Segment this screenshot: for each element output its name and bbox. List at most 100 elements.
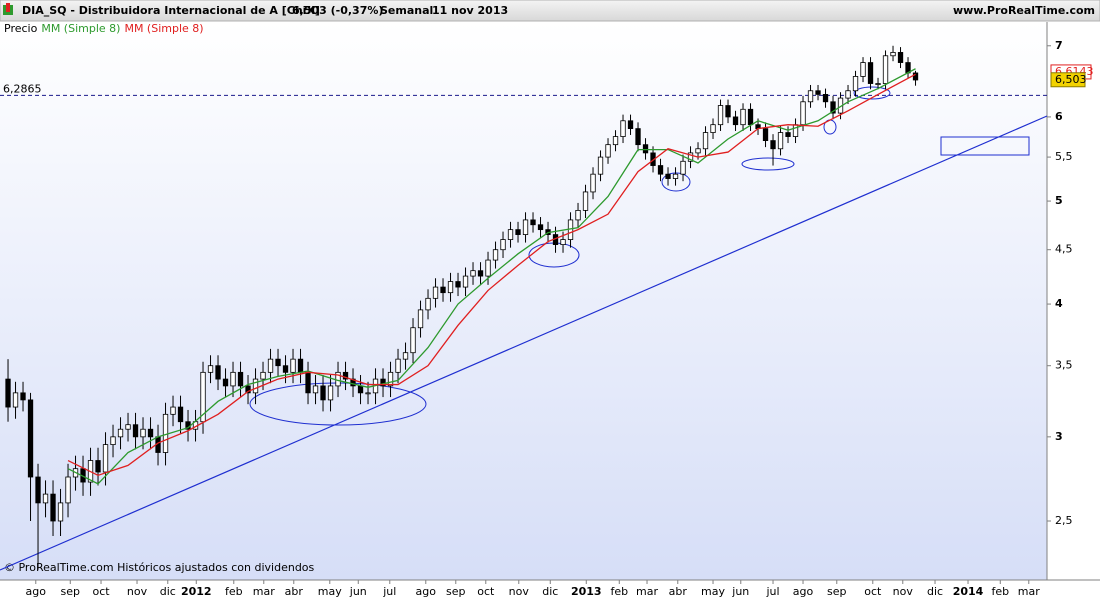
candle-body xyxy=(800,101,806,126)
candle-body xyxy=(275,358,281,367)
y-tick-label: 3 xyxy=(1055,430,1063,443)
y-tick-label: 3,5 xyxy=(1055,359,1073,372)
header-quote: 6,503 (-0,37%) xyxy=(292,4,383,17)
candle-body xyxy=(822,94,829,103)
plot-area xyxy=(0,22,1047,580)
header-site: www.ProRealTime.com xyxy=(953,4,1095,17)
candle-body xyxy=(605,144,611,158)
candle-body xyxy=(27,399,34,478)
candle-body xyxy=(642,144,649,154)
candle-body xyxy=(35,476,41,504)
app-icon-bar xyxy=(6,3,10,12)
candle-body xyxy=(867,62,874,84)
annotation-rect xyxy=(940,136,1030,156)
candle-body xyxy=(425,297,431,311)
x-tick-label: may xyxy=(701,585,725,598)
candle-body xyxy=(357,385,364,394)
candle-body xyxy=(710,124,716,133)
candle-body xyxy=(560,239,566,246)
candle-body xyxy=(387,371,394,387)
candle-body xyxy=(522,219,529,235)
candle-body xyxy=(350,378,356,387)
candle-body xyxy=(875,83,881,85)
candle-body xyxy=(312,385,319,394)
y-tick-label: 4,5 xyxy=(1055,243,1073,256)
x-tick-label: mar xyxy=(253,585,275,598)
candle-body xyxy=(492,249,499,261)
candle-body xyxy=(890,52,896,57)
candle-body xyxy=(20,392,26,401)
y-tick-label: 6 xyxy=(1055,110,1063,123)
candle-body xyxy=(125,424,131,430)
candle-body xyxy=(132,424,139,438)
candle-body xyxy=(695,148,701,154)
y-tick-label: 4 xyxy=(1055,297,1063,310)
candle-body xyxy=(777,132,784,150)
candle-body xyxy=(725,105,731,118)
x-tick-label: ago xyxy=(26,585,47,598)
candle-body xyxy=(702,132,709,150)
candle-body xyxy=(897,52,904,63)
candle-body xyxy=(672,173,679,179)
y-tick-label: 2,5 xyxy=(1055,514,1073,527)
candle-body xyxy=(815,90,821,95)
x-tick-label: jul xyxy=(765,585,779,598)
x-tick-label: 2012 xyxy=(181,585,212,598)
candle-body xyxy=(12,392,19,408)
x-tick-label: dic xyxy=(542,585,558,598)
candle-body xyxy=(455,281,461,288)
candle-body xyxy=(582,191,589,211)
reference-label: 6,2865 xyxy=(3,82,42,95)
candle-body xyxy=(110,436,116,446)
candle-body xyxy=(785,132,791,137)
x-tick-label: 2013 xyxy=(571,585,602,598)
candle-body xyxy=(665,173,671,179)
candle-body xyxy=(740,108,746,126)
candle-body xyxy=(42,493,49,504)
header-period: Semanal xyxy=(380,4,433,17)
x-tick-label: oct xyxy=(864,585,882,598)
x-tick-label: feb xyxy=(225,585,243,598)
candle-body xyxy=(882,55,889,84)
candle-body xyxy=(830,101,836,114)
candle-body xyxy=(485,259,491,277)
header-title: DIA_SQ - Distribuidora Internacional de … xyxy=(22,4,320,17)
x-tick-label: feb xyxy=(610,585,628,598)
moving-average xyxy=(67,73,916,477)
moving-average xyxy=(67,68,916,485)
candle-body xyxy=(477,270,484,277)
candle-body xyxy=(402,352,409,360)
candle-body xyxy=(5,378,11,408)
candle-body xyxy=(57,502,64,522)
x-tick-label: 2014 xyxy=(953,585,984,598)
x-tick-label: sep xyxy=(61,585,80,598)
candle-body xyxy=(432,286,439,299)
candle-body xyxy=(290,358,296,373)
header-date: 11 nov 2013 xyxy=(432,4,508,17)
candle-body xyxy=(417,309,424,329)
candle-body xyxy=(657,165,664,175)
candle-body xyxy=(597,156,604,175)
candle-body xyxy=(410,327,416,354)
x-tick-label: jun xyxy=(349,585,367,598)
header-bar xyxy=(0,0,1100,22)
candle-body xyxy=(95,460,101,473)
candle-body xyxy=(230,371,236,387)
candle-body xyxy=(207,365,214,373)
candle-body xyxy=(627,120,634,130)
candle-body xyxy=(327,385,334,401)
y-tick-label: 5,5 xyxy=(1055,150,1073,163)
candle-body xyxy=(912,72,919,81)
x-tick-label: oct xyxy=(477,585,495,598)
last-price-label: 6,503 xyxy=(1055,73,1087,86)
candle-body xyxy=(365,392,371,395)
candle-body xyxy=(252,378,259,394)
candle-body xyxy=(305,371,311,394)
candle-body xyxy=(852,76,859,92)
candle-body xyxy=(170,406,176,415)
candle-body xyxy=(245,385,251,394)
candle-body xyxy=(612,136,619,146)
y-tick-label: 7 xyxy=(1055,39,1063,52)
x-tick-label: sep xyxy=(446,585,465,598)
